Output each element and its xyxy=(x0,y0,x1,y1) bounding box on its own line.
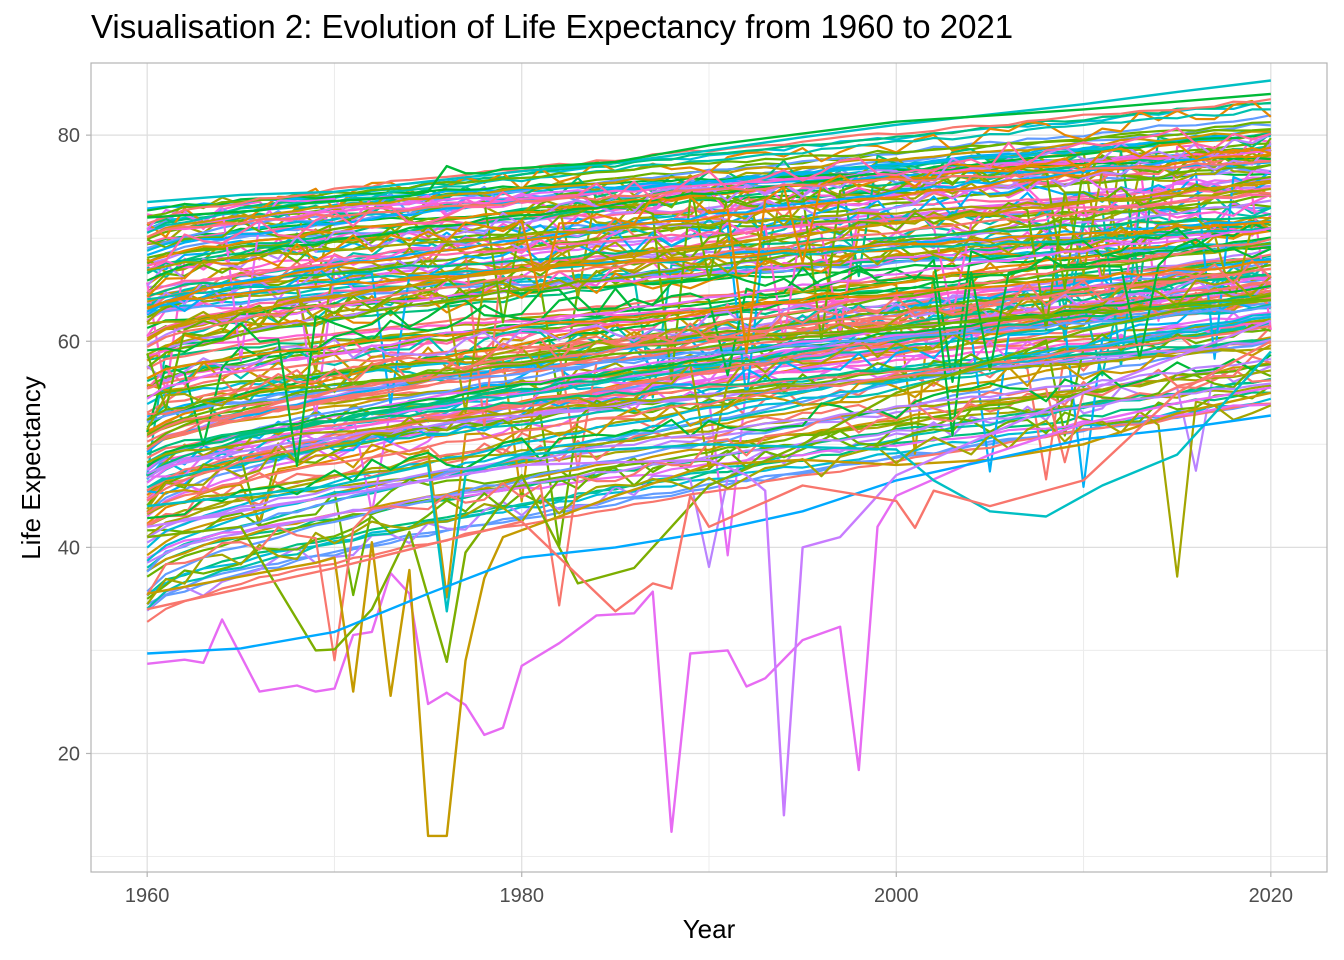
series-line xyxy=(146,236,1271,429)
series-line xyxy=(146,193,1271,293)
series-line xyxy=(147,298,1271,663)
series-line xyxy=(146,213,1272,298)
x-tick-label: 1960 xyxy=(125,885,170,907)
series-line xyxy=(146,358,1271,539)
series-lines xyxy=(146,79,1272,838)
series-line xyxy=(146,187,1271,272)
series-line xyxy=(146,222,1272,447)
series-line xyxy=(147,259,1272,416)
series-line xyxy=(147,92,1271,219)
series-line xyxy=(146,194,1271,369)
series-line xyxy=(146,177,1271,338)
chart-title: Visualisation 2: Evolution of Life Expec… xyxy=(91,8,1014,45)
series-line xyxy=(146,322,1271,469)
series-line xyxy=(146,160,1271,238)
series-line xyxy=(146,368,1271,527)
y-tick-label: 80 xyxy=(58,125,80,147)
series-line xyxy=(146,127,1272,267)
series-line xyxy=(146,128,1271,257)
series-line xyxy=(146,277,1271,471)
series-line xyxy=(146,227,1271,400)
series-line xyxy=(146,402,1271,606)
y-tick-label: 40 xyxy=(58,537,80,559)
series-line xyxy=(146,289,1271,492)
series-line xyxy=(146,339,1271,456)
series-line xyxy=(146,382,1271,564)
series-line xyxy=(147,353,1272,520)
series-line xyxy=(146,142,1272,315)
series-line xyxy=(146,341,1271,459)
series-line xyxy=(146,181,1271,340)
series-line xyxy=(147,79,1271,204)
y-tick-label: 60 xyxy=(58,331,80,353)
series-line xyxy=(146,347,1271,464)
series-line xyxy=(146,340,1272,613)
series-line xyxy=(146,281,1271,502)
series-line xyxy=(147,319,1272,817)
series-line xyxy=(146,283,1271,443)
series-line xyxy=(146,325,1271,514)
y-tick-label: 20 xyxy=(58,743,80,765)
series-line xyxy=(146,152,1271,311)
series-line xyxy=(146,260,1271,380)
series-line xyxy=(146,313,1271,549)
series-line xyxy=(146,391,1272,838)
series-line xyxy=(146,275,1272,510)
series-line xyxy=(146,244,1271,370)
y-axis-title: Life Expectancy xyxy=(16,376,46,560)
series-line xyxy=(146,267,1271,451)
series-line xyxy=(146,220,1271,310)
x-tick-label: 2000 xyxy=(874,885,919,907)
series-line xyxy=(146,369,1271,516)
series-line xyxy=(146,294,1271,421)
series-line xyxy=(146,316,1271,562)
series-line xyxy=(146,338,1272,475)
series-line xyxy=(147,350,1272,613)
series-line xyxy=(146,203,1271,259)
series-line xyxy=(147,386,1271,833)
x-tick-label: 1980 xyxy=(499,885,544,907)
series-line xyxy=(147,238,1272,467)
plot-border xyxy=(90,62,1328,873)
series-line xyxy=(146,268,1271,439)
series-line xyxy=(146,229,1271,433)
series-line xyxy=(146,175,1271,410)
series-line xyxy=(146,133,1272,287)
series-line xyxy=(147,414,1271,655)
x-tick-label: 2020 xyxy=(1249,885,1294,907)
series-line xyxy=(146,133,1271,282)
x-axis-title: Year xyxy=(683,914,736,944)
